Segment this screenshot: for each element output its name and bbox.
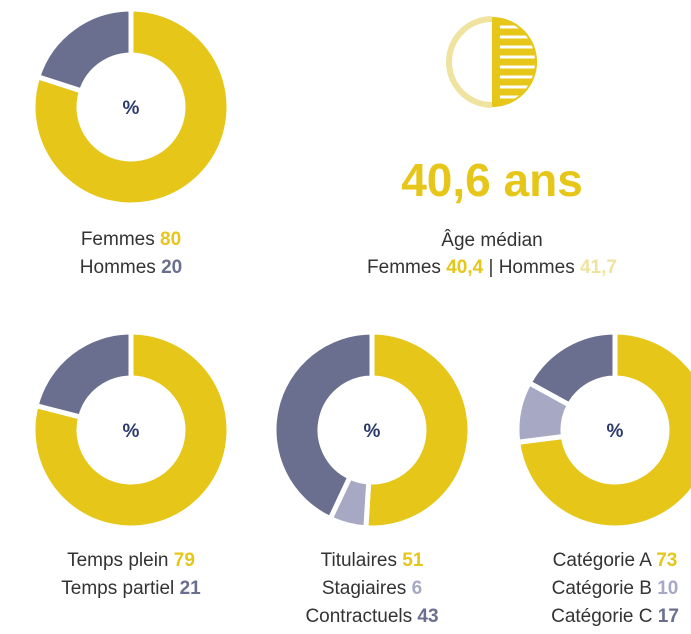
separator: | [488,257,493,278]
legend-value: 10 [657,578,678,599]
legend-entry: Contractuels 43 [305,606,438,627]
women-age: 40,4 [446,257,483,278]
median-age-label: Âge médian [441,229,542,251]
legend-name: Temps partiel [61,578,174,599]
legend-entry: Stagiaires 6 [322,578,422,599]
donut-segment [514,329,691,531]
donut-segment [30,6,232,208]
legend-name: Catégorie A [553,550,653,571]
legend-name: Femmes [81,229,155,250]
legend-entry: Temps plein 79 [67,550,195,571]
legend-entry: Catégorie B 10 [552,578,679,599]
icon-outline [446,16,493,108]
women-label: Femmes [367,257,441,278]
legend-entry: Hommes 20 [80,257,182,278]
legend-name: Titulaires [321,550,397,571]
icon-half [492,17,537,107]
men-label: Hommes [499,257,575,278]
legend-entry: Temps partiel 21 [61,578,201,599]
legend-value: 17 [658,606,679,627]
legend-name: Catégorie C [551,606,652,627]
donut-segment [525,329,618,409]
legend-value: 51 [402,550,424,571]
legend-value: 80 [160,229,181,250]
center-label: % [607,421,624,442]
legend-value: 73 [656,550,677,571]
men-age: 41,7 [580,257,617,278]
donut-segment [363,329,473,531]
legend-name: Hommes [80,257,156,278]
legend-entry: Catégorie A 73 [553,550,678,571]
legend-value: 79 [174,550,195,571]
legend-value: 43 [417,606,438,627]
legend-name: Stagiaires [322,578,407,599]
donut-segment [271,329,375,523]
center-label: % [123,98,140,119]
legend-entry: Catégorie C 17 [551,606,679,627]
legend-name: Contractuels [305,606,412,627]
median-age-detail: Femmes 40,4 | Hommes 41,7 [367,257,617,278]
donut-segment [34,6,134,95]
legend-value: 21 [180,578,202,599]
donut-segment [30,329,232,531]
legend-value: 6 [412,578,423,599]
legend-value: 20 [161,257,182,278]
legend-entry: Titulaires 51 [321,550,424,571]
legend-name: Temps plein [67,550,168,571]
legend-entry: Femmes 80 [81,229,181,250]
median-age: 40,6 ans [401,154,583,206]
center-label: % [364,421,381,442]
legend-name: Catégorie B [552,578,652,599]
age-icon [446,16,537,108]
center-label: % [123,421,140,442]
donut-segment [33,329,134,421]
